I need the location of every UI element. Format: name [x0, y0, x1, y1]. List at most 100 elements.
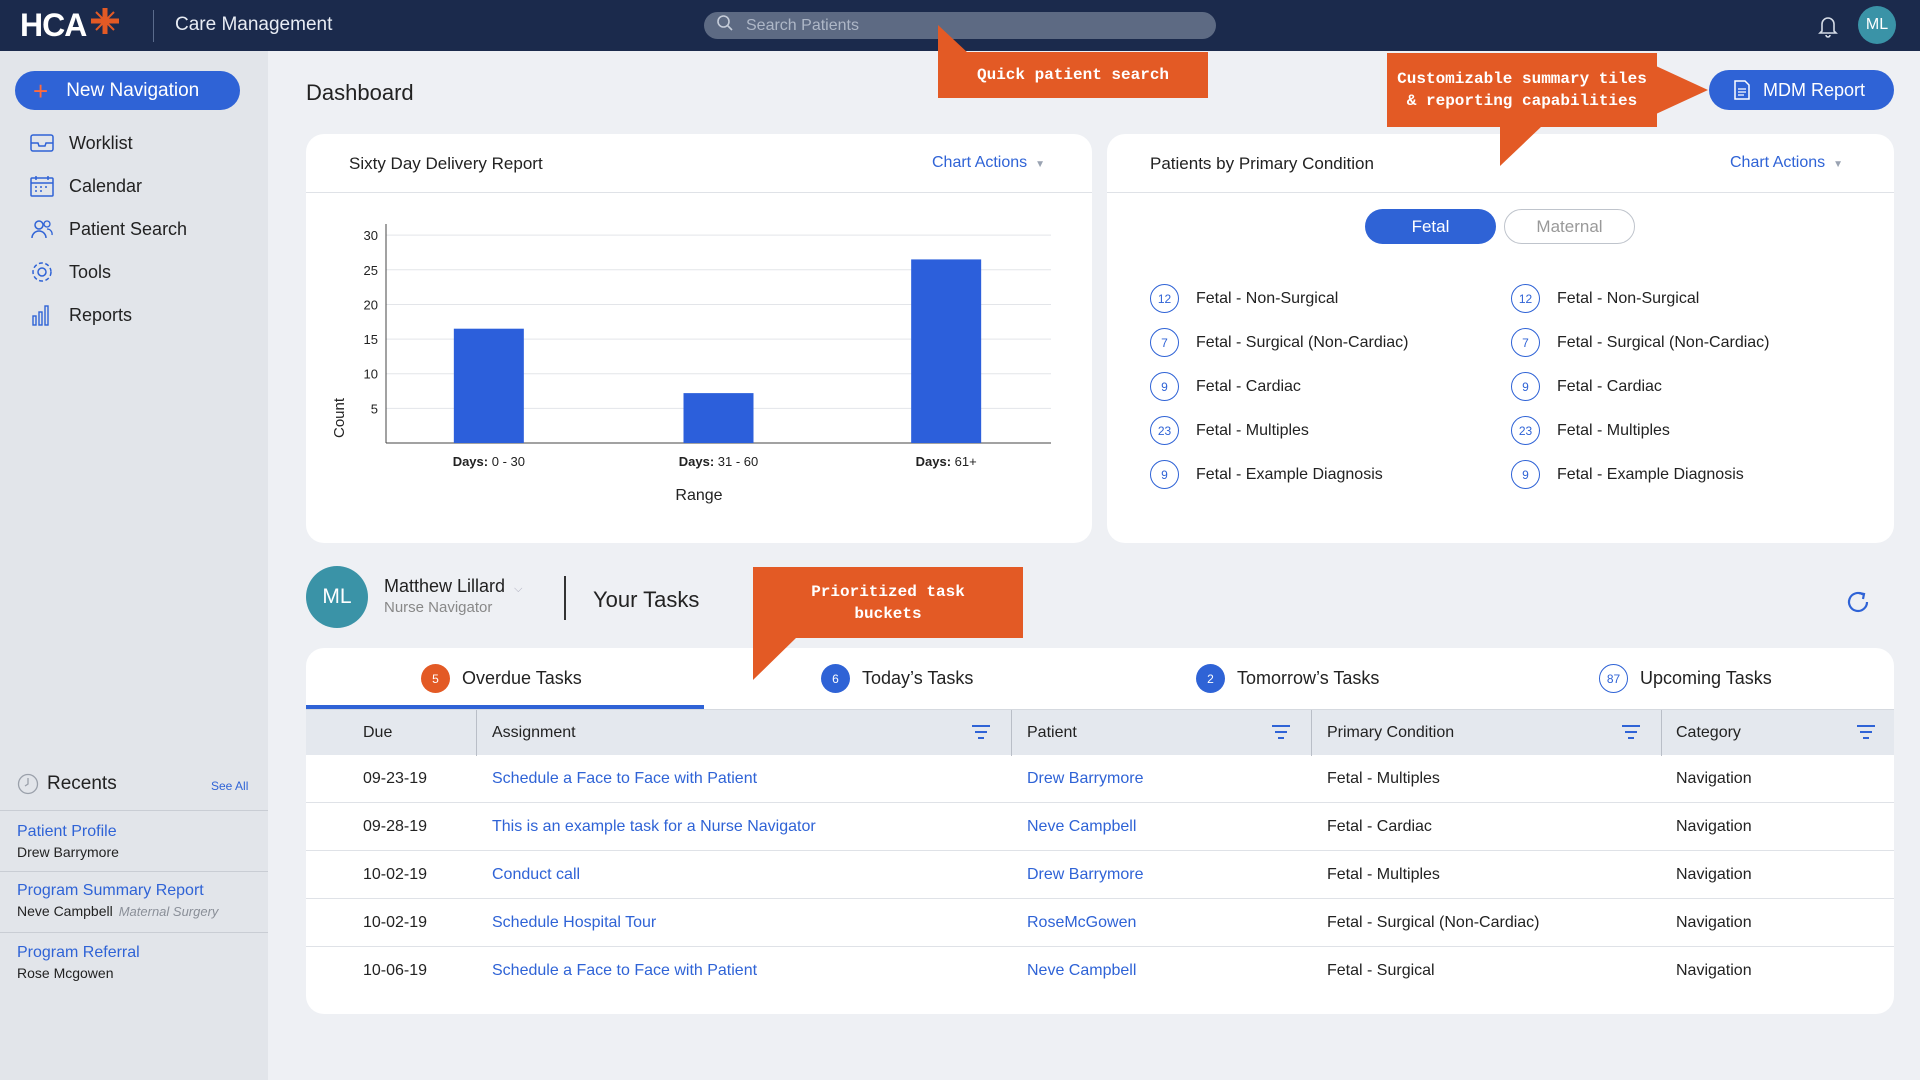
filter-icon[interactable]	[1621, 723, 1641, 746]
cell-patient[interactable]: Neve Campbell	[1027, 962, 1137, 979]
cell-assignment[interactable]: This is an example task for a Nurse Navi…	[492, 818, 816, 835]
maternal-toggle[interactable]: Maternal	[1504, 209, 1635, 244]
sidebar-item-reports[interactable]: Reports	[29, 300, 132, 330]
bar[interactable]	[683, 393, 754, 443]
notification-bell-icon[interactable]	[1816, 13, 1840, 44]
cell-assignment[interactable]: Conduct call	[492, 866, 581, 883]
cell-condition: Fetal - Multiples	[1327, 770, 1440, 787]
sidebar-item-tools[interactable]: Tools	[29, 257, 111, 287]
condition-item[interactable]: 7 Fetal - Surgical (Non-Cardiac)	[1150, 328, 1409, 357]
tab-upcoming-tasks[interactable]: 87 Upcoming Tasks	[1599, 648, 1772, 709]
cell-patient[interactable]: RoseMcGowen	[1027, 914, 1137, 931]
condition-item[interactable]: 9 Fetal - Cardiac	[1150, 372, 1301, 401]
condition-item[interactable]: 12 Fetal - Non-Surgical	[1511, 284, 1699, 313]
recent-item[interactable]: Program Summary Report Neve Campbell Mate…	[0, 871, 268, 932]
card-title: Patients by Primary Condition	[1150, 154, 1374, 173]
condition-item[interactable]: 9 Fetal - Example Diagnosis	[1511, 460, 1744, 489]
logo-text: HCA	[20, 6, 87, 43]
cell-category: Navigation	[1676, 914, 1752, 931]
cell-assignment[interactable]: Schedule a Face to Face with Patient	[492, 962, 758, 979]
header-category[interactable]: Category	[1676, 724, 1741, 741]
recent-item[interactable]: Patient Profile Drew Barrymore	[0, 810, 268, 871]
primary-condition-card: Patients by Primary Condition Chart Acti…	[1107, 134, 1894, 543]
sidebar-item-label: Patient Search	[69, 218, 188, 239]
y-tick-label: 10	[364, 367, 378, 382]
condition-count-badge: 9	[1150, 460, 1179, 489]
recent-sub: Rose Mcgowen	[17, 965, 114, 981]
condition-count-badge: 9	[1150, 372, 1179, 401]
chart-actions-dropdown[interactable]: Chart Actions ▼	[932, 154, 1045, 172]
cell-due: 10-06-19	[363, 962, 428, 979]
header-assignment[interactable]: Assignment	[492, 724, 576, 741]
table-row[interactable]: 10-02-19 Schedule Hospital Tour RoseMcGowe…	[306, 899, 1894, 947]
chevron-down-icon: ⌵	[514, 583, 523, 595]
condition-item[interactable]: 23 Fetal - Multiples	[1150, 416, 1309, 445]
callout-tasks-pointer	[753, 637, 797, 680]
header-primary-condition[interactable]: Primary Condition	[1327, 724, 1455, 741]
sidebar: + New Navigation Worklist Calendar Patie…	[0, 51, 268, 1080]
inbox-icon	[29, 130, 55, 156]
search-input[interactable]	[746, 16, 1186, 35]
cell-due: 10-02-19	[363, 866, 428, 883]
condition-item[interactable]: 23 Fetal - Multiples	[1511, 416, 1670, 445]
new-navigation-label: New Navigation	[66, 79, 200, 101]
user-name[interactable]: Matthew Lillard ⌵	[384, 576, 522, 597]
sidebar-item-calendar[interactable]: Calendar	[29, 171, 142, 201]
sidebar-item-patient-search[interactable]: Patient Search	[29, 214, 187, 244]
see-all-link[interactable]: See All	[211, 779, 249, 793]
filter-icon[interactable]	[1856, 723, 1876, 746]
recent-item[interactable]: Program Referral Rose Mcgowen	[0, 932, 268, 992]
x-tick-label: Days: 31 - 60	[679, 454, 759, 469]
tasks-card: 5 Overdue Tasks 6 Today’s Tasks 2 Tomorr…	[306, 648, 1894, 1014]
y-tick-label: 20	[364, 297, 378, 312]
header-patient[interactable]: Patient	[1027, 724, 1077, 741]
bar[interactable]	[911, 259, 982, 443]
your-tasks-title: Your Tasks	[593, 587, 700, 612]
user-avatar[interactable]: ML	[1858, 6, 1896, 44]
refresh-icon[interactable]	[1844, 588, 1872, 621]
recent-title: Program Referral	[17, 944, 140, 961]
cell-patient[interactable]: Neve Campbell	[1027, 818, 1137, 835]
cell-patient[interactable]: Drew Barrymore	[1027, 866, 1144, 883]
y-tick-label: 25	[364, 263, 378, 278]
new-navigation-button[interactable]: + New Navigation	[15, 71, 240, 110]
condition-count-badge: 23	[1150, 416, 1179, 445]
hca-logo[interactable]: HCA	[20, 6, 122, 43]
tab-count-badge: 2	[1196, 664, 1225, 693]
tab-tomorrows-tasks[interactable]: 2 Tomorrow’s Tasks	[1196, 648, 1379, 709]
user-role: Nurse Navigator	[384, 599, 493, 616]
chart-actions-label: Chart Actions	[1730, 154, 1826, 171]
table-row[interactable]: 09-28-19 This is an example task for a Nu…	[306, 803, 1894, 851]
filter-icon[interactable]	[971, 723, 991, 746]
header-due[interactable]: Due	[363, 724, 393, 741]
mdm-report-button[interactable]: MDM Report	[1709, 70, 1894, 110]
plus-icon: +	[33, 75, 49, 106]
table-row[interactable]: 10-06-19 Schedule a Face to Face with Pat…	[306, 947, 1894, 995]
sidebar-item-worklist[interactable]: Worklist	[29, 128, 133, 158]
recent-sub: Neve Campbell	[17, 903, 113, 919]
condition-item[interactable]: 7 Fetal - Surgical (Non-Cardiac)	[1511, 328, 1770, 357]
chart-actions-dropdown[interactable]: Chart Actions ▼	[1730, 154, 1843, 172]
filter-icon[interactable]	[1271, 723, 1291, 746]
fetal-toggle[interactable]: Fetal	[1365, 209, 1496, 244]
search-icon	[716, 14, 734, 37]
condition-count-badge: 12	[1150, 284, 1179, 313]
delivery-report-card: Sixty Day Delivery Report Chart Actions ▼…	[306, 134, 1092, 543]
condition-item[interactable]: 9 Fetal - Cardiac	[1511, 372, 1662, 401]
table-row[interactable]: 09-23-19 Schedule a Face to Face with Pat…	[306, 755, 1894, 803]
condition-item[interactable]: 9 Fetal - Example Diagnosis	[1150, 460, 1383, 489]
cell-due: 10-02-19	[363, 914, 428, 931]
table-row[interactable]: 10-02-19 Conduct call Drew Barrymore Fetal …	[306, 851, 1894, 899]
condition-item[interactable]: 12 Fetal - Non-Surgical	[1150, 284, 1338, 313]
column-separator	[1661, 710, 1662, 756]
patient-search-bar[interactable]	[704, 12, 1216, 39]
people-icon	[29, 216, 55, 242]
tab-overdue-tasks[interactable]: 5 Overdue Tasks	[421, 648, 582, 709]
cell-assignment[interactable]: Schedule Hospital Tour	[492, 914, 657, 931]
cell-patient[interactable]: Drew Barrymore	[1027, 770, 1144, 787]
tab-todays-tasks[interactable]: 6 Today’s Tasks	[821, 648, 973, 709]
bar[interactable]	[453, 328, 524, 443]
user-avatar-large[interactable]: ML	[306, 566, 368, 628]
cell-assignment[interactable]: Schedule a Face to Face with Patient	[492, 770, 758, 787]
callout-tasks: Prioritized task buckets	[753, 567, 1023, 638]
